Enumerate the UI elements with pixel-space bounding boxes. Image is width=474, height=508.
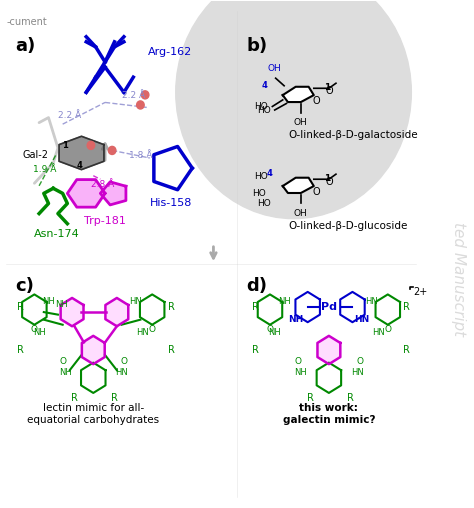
Text: a): a) [16,37,36,55]
Text: HN: HN [372,328,385,337]
Text: 2+: 2+ [414,287,428,297]
Text: NH: NH [59,368,72,377]
Text: O: O [325,177,333,187]
Text: R: R [17,302,24,312]
Text: R: R [17,345,24,355]
Text: HN: HN [354,315,370,324]
Text: Gal-2: Gal-2 [23,150,49,161]
Text: HO: HO [257,106,271,114]
Circle shape [87,141,95,149]
Text: Arg-162: Arg-162 [147,47,191,57]
Text: R: R [307,393,313,403]
Text: R: R [111,393,118,403]
Text: NH: NH [33,328,46,337]
Text: R: R [168,345,174,355]
Text: 4: 4 [262,81,268,90]
Text: b): b) [246,37,267,55]
Text: HN: HN [351,368,364,377]
Text: OH: OH [294,117,308,126]
Text: O: O [356,357,363,366]
Text: ted Manuscript: ted Manuscript [451,222,466,336]
Text: O: O [120,357,128,366]
Text: O: O [59,357,66,366]
Text: OH: OH [294,208,308,217]
Polygon shape [59,136,104,170]
Text: O: O [149,325,155,334]
Text: R: R [403,302,410,312]
Text: NH: NH [42,298,55,306]
Text: NH: NH [55,300,68,308]
Polygon shape [105,298,128,326]
Text: O: O [384,325,392,334]
Text: OH: OH [268,64,282,73]
Text: 1.9 Å: 1.9 Å [34,165,57,174]
Polygon shape [61,298,83,326]
Polygon shape [100,182,126,205]
Polygon shape [67,180,105,207]
Circle shape [176,0,411,218]
Text: Asn-174: Asn-174 [35,229,80,239]
Polygon shape [283,87,314,102]
Text: HN: HN [365,298,378,306]
Text: this work:
galectin mimic?: this work: galectin mimic? [283,403,375,425]
Text: R: R [253,345,259,355]
Polygon shape [318,336,340,364]
Text: HN: HN [129,298,142,306]
Text: O: O [325,86,333,96]
Text: NH: NH [288,315,303,324]
Text: NH: NH [294,368,307,377]
Text: Trp-181: Trp-181 [84,216,126,226]
Text: R: R [71,393,78,403]
Circle shape [109,146,116,154]
Text: Pd: Pd [321,302,337,312]
Text: lectin mimic for all-
equatorial carbohydrates: lectin mimic for all- equatorial carbohy… [27,403,159,425]
Text: R: R [168,302,174,312]
Text: O-linked-β-D-glucoside: O-linked-β-D-glucoside [289,221,408,231]
Text: HO: HO [253,189,266,198]
Text: 2.8 Å: 2.8 Å [91,180,114,189]
Polygon shape [82,336,105,364]
Text: O: O [31,325,38,334]
Text: HN: HN [115,368,128,377]
Text: 4: 4 [76,161,82,170]
Text: c): c) [16,277,35,295]
Circle shape [141,91,149,99]
Text: 1: 1 [324,83,330,92]
Text: 4: 4 [266,169,273,178]
Text: 1: 1 [62,141,68,150]
Text: R: R [403,345,410,355]
Text: NH: NH [278,298,291,306]
Text: HO: HO [254,102,268,111]
Circle shape [137,101,144,109]
Text: O: O [266,325,273,334]
Text: HO: HO [254,172,268,181]
Text: O: O [312,187,320,198]
Text: His-158: His-158 [150,199,192,208]
Text: O: O [312,97,320,106]
Text: NH: NH [268,328,281,337]
Text: O-linked-β-D-galactoside: O-linked-β-D-galactoside [289,130,419,140]
Text: 1: 1 [324,174,330,183]
Text: 2.2 Å: 2.2 Å [121,91,145,101]
Text: O: O [295,357,302,366]
Text: R: R [346,393,354,403]
Text: -cument: -cument [6,17,47,26]
Text: HN: HN [137,328,149,337]
Text: R: R [253,302,259,312]
Text: 1.8 Å: 1.8 Å [128,151,152,160]
Text: 2.2 Å: 2.2 Å [58,111,81,119]
Text: HO: HO [257,199,271,208]
Polygon shape [283,178,314,193]
Text: d): d) [246,277,267,295]
